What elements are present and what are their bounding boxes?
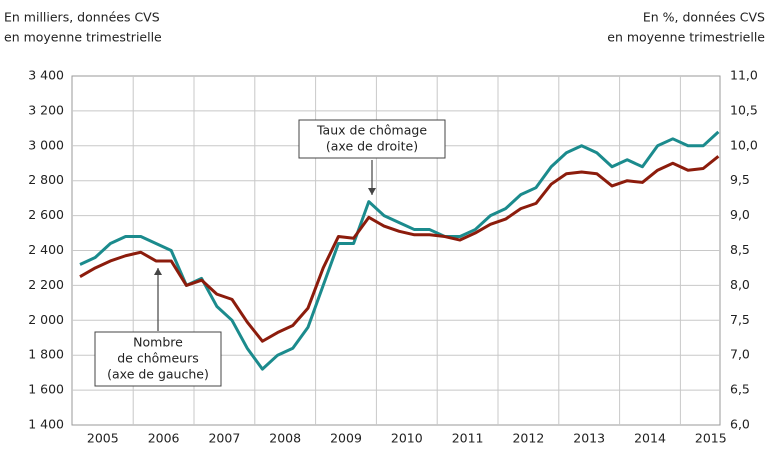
y-tick-label: 2 400 (28, 242, 64, 257)
y2-tick-label: 10,0 (730, 137, 758, 152)
x-tick-label: 2005 (87, 431, 119, 446)
y-title: en moyenne trimestrielle (4, 30, 162, 45)
annotation-text: Nombre (133, 335, 183, 350)
y-tick-label: 2 600 (28, 207, 64, 222)
y-tick-label: 2 200 (28, 277, 64, 292)
x-tick-label: 2010 (391, 431, 423, 446)
y2-title: en moyenne trimestrielle (607, 30, 765, 45)
y2-tick-label: 7,0 (730, 347, 750, 362)
y2-tick-label: 6,5 (730, 382, 750, 397)
y2-tick-label: 8,0 (730, 277, 750, 292)
x-tick-label: 2012 (512, 431, 544, 446)
y2-tick-label: 10,5 (730, 102, 758, 117)
y-tick-label: 3 200 (28, 102, 64, 117)
x-tick-label: 2014 (634, 431, 666, 446)
y-tick-label: 1 400 (28, 417, 64, 432)
y2-tick-label: 9,5 (730, 172, 750, 187)
y-tick-label: 2 000 (28, 312, 64, 327)
y-tick-label: 1 800 (28, 347, 64, 362)
annotation-text: de chômeurs (117, 351, 198, 366)
x-tick-label: 2007 (208, 431, 240, 446)
annotation-box (94, 331, 222, 387)
y2-tick-label: 7,5 (730, 312, 750, 327)
y2-tick-label: 6,0 (730, 417, 750, 432)
annotation-arrowhead (368, 188, 376, 195)
y2-title: En %, données CVS (643, 10, 765, 25)
y-tick-label: 2 800 (28, 172, 64, 187)
y2-tick-label: 8,5 (730, 242, 750, 257)
y-tick-label: 3 000 (28, 137, 64, 152)
x-tick-label: 2006 (148, 431, 180, 446)
annotation-text: (axe de droite) (326, 139, 418, 154)
y-tick-label: 1 600 (28, 382, 64, 397)
y2-tick-label: 9,0 (730, 207, 750, 222)
x-tick-label: 2013 (573, 431, 605, 446)
x-tick-label: 2011 (452, 431, 484, 446)
series-line (79, 155, 720, 343)
annotation-box (298, 119, 446, 159)
y-title: En milliers, données CVS (4, 10, 160, 25)
y-tick-label: 3 400 (28, 68, 64, 83)
annotation-arrowhead (154, 268, 162, 275)
x-tick-label: 2009 (330, 431, 362, 446)
y2-tick-label: 11,0 (730, 68, 758, 83)
annotation-text: Taux de chômage (316, 123, 427, 138)
annotation-text: (axe de gauche) (107, 367, 209, 382)
x-tick-label: 2015 (695, 431, 727, 446)
x-tick-label: 2008 (269, 431, 301, 446)
